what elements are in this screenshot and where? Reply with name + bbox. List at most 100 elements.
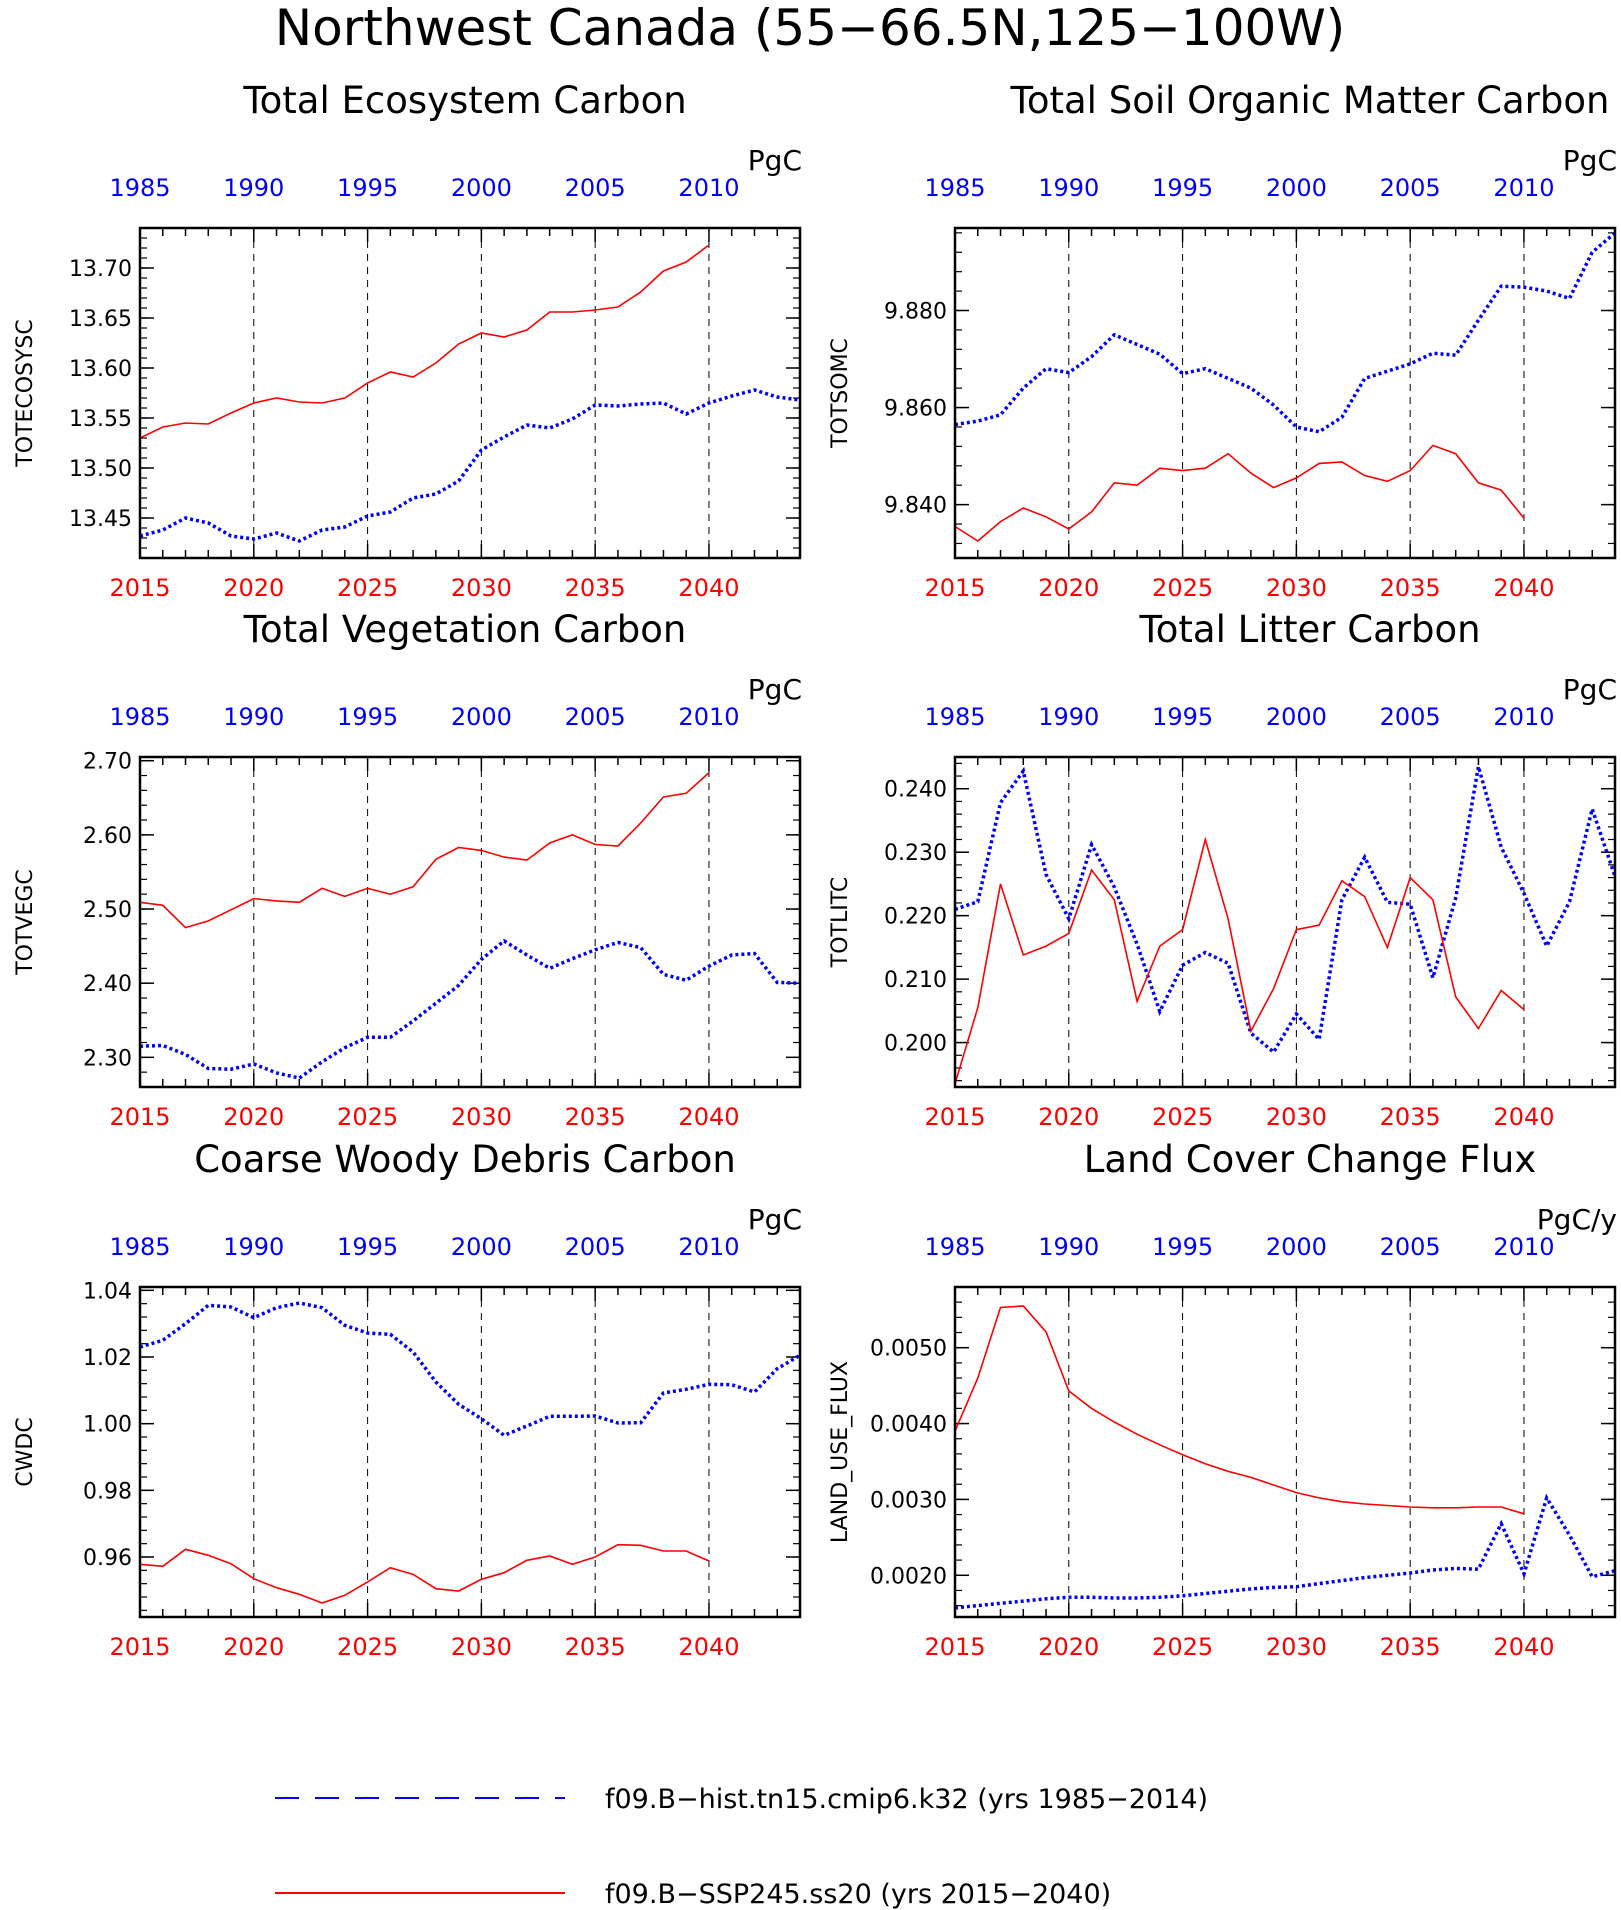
x-tick-label-top: 2000 — [451, 703, 512, 731]
y-tick-label: 0.200 — [884, 1032, 947, 1057]
y-axis-label: TOTSOMC — [828, 338, 853, 449]
x-tick-label-top: 1995 — [1152, 1233, 1213, 1261]
x-tick-label-top: 1995 — [337, 174, 398, 202]
y-tick-label: 0.220 — [884, 905, 947, 930]
series-line-hist — [139, 938, 801, 1080]
x-tick-label-bottom: 2040 — [678, 1633, 739, 1661]
series-line-ssp — [139, 772, 710, 929]
x-tick-label-top: 2005 — [1380, 1233, 1441, 1261]
x-tick-label-top: 1995 — [1152, 703, 1213, 731]
x-tick-label-bottom: 2025 — [337, 574, 398, 602]
y-tick-label: 9.840 — [884, 494, 947, 519]
x-tick-label-bottom: 2020 — [1038, 1103, 1099, 1131]
x-tick-label-bottom: 2020 — [223, 1103, 284, 1131]
x-tick-label-top: 1985 — [924, 703, 985, 731]
x-tick-label-top: 2010 — [678, 703, 739, 731]
y-tick-label: 13.55 — [69, 407, 132, 432]
plot-frame — [953, 1285, 1617, 1619]
units-label: PgC — [1563, 673, 1617, 706]
panel-title: Coarse Woody Debris Carbon — [194, 1138, 736, 1181]
y-tick-label: 0.210 — [884, 968, 947, 993]
y-tick-label: 13.45 — [69, 507, 132, 532]
x-tick-label-top: 2000 — [1266, 703, 1327, 731]
y-axis-label: LAND_USE_FLUX — [828, 1361, 853, 1543]
legend: f09.B−hist.tn15.cmip6.k32 (yrs 1985−2014… — [275, 1784, 1208, 1910]
y-tick-label: 2.40 — [83, 972, 132, 997]
x-tick-label-top: 1985 — [109, 703, 170, 731]
x-tick-label-top: 1990 — [1038, 1233, 1099, 1261]
y-tick-label: 2.50 — [83, 898, 132, 923]
x-tick-label-bottom: 2035 — [565, 574, 626, 602]
x-tick-label-bottom: 2025 — [1152, 1633, 1213, 1661]
x-tick-label-top: 2005 — [1380, 174, 1441, 202]
x-tick-label-bottom: 2025 — [1152, 574, 1213, 602]
legend-label-hist: f09.B−hist.tn15.cmip6.k32 (yrs 1985−2014… — [605, 1784, 1208, 1815]
chart-panel-2: 9.840 9.860 9.880 2015 2020 2025 2030 2035 2040 1… — [828, 79, 1617, 602]
series-line-hist — [954, 231, 1617, 434]
series-line-hist — [139, 1301, 801, 1438]
x-tick-label-top: 2005 — [565, 1233, 626, 1261]
y-axis-label: TOTLITC — [828, 877, 853, 968]
y-tick-label: 2.30 — [83, 1046, 132, 1071]
series-line-ssp — [954, 836, 1525, 1085]
x-tick-label-bottom: 2015 — [924, 1103, 985, 1131]
series-line-ssp — [954, 444, 1525, 542]
legend-label-ssp: f09.B−SSP245.ss20 (yrs 2015−2040) — [605, 1879, 1111, 1910]
x-tick-label-bottom: 2035 — [1380, 574, 1441, 602]
y-axis-label: CWDC — [13, 1417, 38, 1486]
units-label: PgC/y — [1537, 1203, 1617, 1236]
x-tick-label-bottom: 2030 — [451, 574, 512, 602]
x-tick-label-top: 1995 — [337, 703, 398, 731]
x-tick-label-top: 2000 — [1266, 1233, 1327, 1261]
x-tick-label-bottom: 2040 — [1493, 1633, 1554, 1661]
x-tick-label-top: 1990 — [223, 703, 284, 731]
panel-title: Total Litter Carbon — [1138, 608, 1480, 651]
x-tick-label-bottom: 2015 — [109, 574, 170, 602]
chart-panel-4: 0.200 0.210 0.220 0.230 0.240 2015 2020 2025 203… — [828, 608, 1617, 1131]
x-tick-label-top: 1990 — [223, 174, 284, 202]
y-tick-label: 9.860 — [884, 397, 947, 422]
y-axis-label: TOTVEGC — [13, 869, 38, 976]
y-tick-label: 0.96 — [83, 1546, 132, 1571]
x-tick-label-bottom: 2020 — [223, 1633, 284, 1661]
x-tick-label-bottom: 2015 — [109, 1633, 170, 1661]
x-tick-label-top: 1985 — [109, 174, 170, 202]
x-tick-label-top: 2010 — [678, 174, 739, 202]
y-tick-label: 2.70 — [83, 750, 132, 775]
x-tick-label-bottom: 2025 — [337, 1633, 398, 1661]
units-label: PgC — [748, 673, 802, 706]
plot-frame — [953, 226, 1617, 560]
x-tick-label-bottom: 2020 — [223, 574, 284, 602]
x-tick-label-bottom: 2030 — [1266, 1633, 1327, 1661]
x-tick-label-bottom: 2020 — [1038, 1633, 1099, 1661]
plot-frame — [138, 1285, 802, 1619]
x-tick-label-top: 1985 — [109, 1233, 170, 1261]
y-tick-label: 9.880 — [884, 300, 947, 325]
series-line-ssp — [139, 1543, 710, 1604]
x-tick-label-top: 1990 — [1038, 703, 1099, 731]
y-tick-label: 0.240 — [884, 778, 947, 803]
y-tick-label: 1.04 — [83, 1279, 132, 1304]
x-tick-label-bottom: 2040 — [1493, 574, 1554, 602]
x-tick-label-top: 2005 — [565, 174, 626, 202]
chart-panels: 13.45 13.50 13.55 13.60 13.65 13.70 2015 2020 20… — [13, 79, 1617, 1661]
x-tick-label-bottom: 2040 — [678, 574, 739, 602]
x-tick-label-top: 2005 — [565, 703, 626, 731]
x-tick-label-bottom: 2030 — [1266, 574, 1327, 602]
y-tick-label: 2.60 — [83, 824, 132, 849]
y-tick-label: 0.0040 — [870, 1413, 947, 1438]
x-tick-label-bottom: 2035 — [565, 1103, 626, 1131]
y-tick-label: 1.02 — [83, 1346, 132, 1371]
series-line-hist — [139, 388, 801, 543]
chart-panel-1: 13.45 13.50 13.55 13.60 13.65 13.70 2015 2020 20… — [13, 79, 802, 602]
y-tick-label: 13.65 — [69, 307, 132, 332]
units-label: PgC — [748, 1203, 802, 1236]
units-label: PgC — [1563, 144, 1617, 177]
x-tick-label-bottom: 2025 — [337, 1103, 398, 1131]
y-tick-label: 0.98 — [83, 1479, 132, 1504]
chart-panel-5: 0.96 0.98 1.00 1.02 1.04 2015 2020 2025 2030 2035… — [13, 1138, 802, 1661]
x-tick-label-top: 2010 — [1493, 174, 1554, 202]
y-tick-label: 0.0030 — [870, 1488, 947, 1513]
figure-title: Northwest Canada (55−66.5N,125−100W) — [275, 0, 1346, 57]
